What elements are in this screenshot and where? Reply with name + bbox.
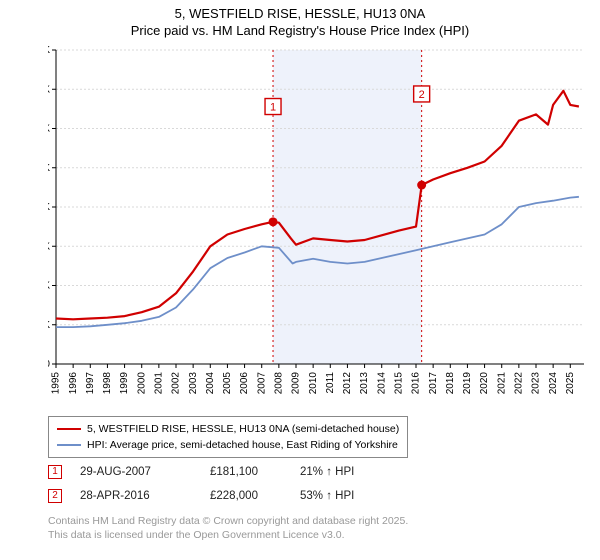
sale-row: 1 29-AUG-2007£181,10021% ↑ HPI (48, 462, 400, 482)
sales-table: 1 29-AUG-2007£181,10021% ↑ HPI 2 28-APR-201… (48, 462, 400, 510)
legend-item: 5, WESTFIELD RISE, HESSLE, HU13 0NA (sem… (57, 421, 399, 437)
svg-text:2006: 2006 (239, 372, 250, 395)
legend: 5, WESTFIELD RISE, HESSLE, HU13 0NA (sem… (48, 416, 408, 458)
svg-text:2015: 2015 (393, 372, 404, 395)
sale-date: 29-AUG-2007 (80, 466, 210, 478)
legend-item: HPI: Average price, semi-detached house,… (57, 437, 399, 453)
footer: Contains HM Land Registry data © Crown c… (48, 514, 408, 542)
svg-text:2007: 2007 (256, 372, 267, 395)
sale-price: £181,100 (210, 466, 300, 478)
svg-text:2019: 2019 (462, 372, 473, 395)
svg-text:£0: £0 (48, 359, 50, 370)
sale-diff: 53% ↑ HPI (300, 490, 400, 502)
svg-text:2024: 2024 (548, 372, 559, 395)
sale-marker-box: 1 (48, 465, 62, 479)
svg-text:2023: 2023 (531, 372, 542, 395)
title-block: 5, WESTFIELD RISE, HESSLE, HU13 0NA Pric… (0, 0, 600, 40)
svg-text:2012: 2012 (342, 372, 353, 395)
svg-text:2008: 2008 (273, 372, 284, 395)
chart-area: £0 £50K £100K £150K £200K £250K £300K £350K £400… (48, 46, 588, 406)
svg-text:2025: 2025 (565, 372, 576, 395)
svg-text:2020: 2020 (479, 372, 490, 395)
svg-text:1997: 1997 (85, 372, 96, 395)
svg-text:2001: 2001 (153, 372, 164, 395)
svg-text:1999: 1999 (119, 372, 130, 395)
svg-text:1995: 1995 (51, 372, 62, 395)
sale-marker-box: 2 (48, 489, 62, 503)
svg-text:2014: 2014 (376, 372, 387, 395)
svg-text:2018: 2018 (445, 372, 456, 395)
svg-text:1998: 1998 (102, 372, 113, 395)
svg-text:2011: 2011 (325, 372, 336, 394)
svg-text:2003: 2003 (188, 372, 199, 395)
sale-date: 28-APR-2016 (80, 490, 210, 502)
svg-text:£150K: £150K (48, 241, 50, 252)
sale-diff: 21% ↑ HPI (300, 466, 400, 478)
svg-text:2002: 2002 (171, 372, 182, 395)
svg-text:£300K: £300K (48, 124, 50, 135)
svg-text:2: 2 (419, 89, 425, 101)
footer-line1: Contains HM Land Registry data © Crown c… (48, 514, 408, 528)
title-address: 5, WESTFIELD RISE, HESSLE, HU13 0NA (0, 6, 600, 21)
svg-text:2016: 2016 (411, 372, 422, 395)
legend-label: 5, WESTFIELD RISE, HESSLE, HU13 0NA (sem… (87, 423, 399, 435)
sale-row: 2 28-APR-2016£228,00053% ↑ HPI (48, 486, 400, 506)
footer-line2: This data is licensed under the Open Gov… (48, 528, 408, 542)
svg-text:2009: 2009 (291, 372, 302, 395)
svg-text:£250K: £250K (48, 163, 50, 174)
svg-text:2010: 2010 (308, 372, 319, 395)
chart-container: 5, WESTFIELD RISE, HESSLE, HU13 0NA Pric… (0, 0, 600, 560)
svg-text:2021: 2021 (496, 372, 507, 395)
svg-text:2004: 2004 (205, 372, 216, 395)
svg-text:2017: 2017 (428, 372, 439, 395)
legend-swatch (57, 428, 81, 431)
svg-text:£100K: £100K (48, 281, 50, 292)
title-subtitle: Price paid vs. HM Land Registry's House … (0, 23, 600, 38)
legend-label: HPI: Average price, semi-detached house,… (87, 439, 398, 451)
svg-text:2022: 2022 (513, 372, 524, 395)
svg-text:1: 1 (270, 102, 276, 114)
svg-text:2013: 2013 (359, 372, 370, 395)
svg-text:2000: 2000 (136, 372, 147, 395)
svg-text:1996: 1996 (68, 372, 79, 395)
svg-text:£200K: £200K (48, 202, 50, 213)
sale-price: £228,000 (210, 490, 300, 502)
legend-swatch (57, 444, 81, 447)
svg-text:£400K: £400K (48, 46, 50, 56)
svg-text:£50K: £50K (48, 320, 50, 331)
svg-text:£350K: £350K (48, 84, 50, 95)
chart-svg: £0 £50K £100K £150K £200K £250K £300K £350K £400… (48, 46, 588, 406)
svg-text:2005: 2005 (222, 372, 233, 395)
